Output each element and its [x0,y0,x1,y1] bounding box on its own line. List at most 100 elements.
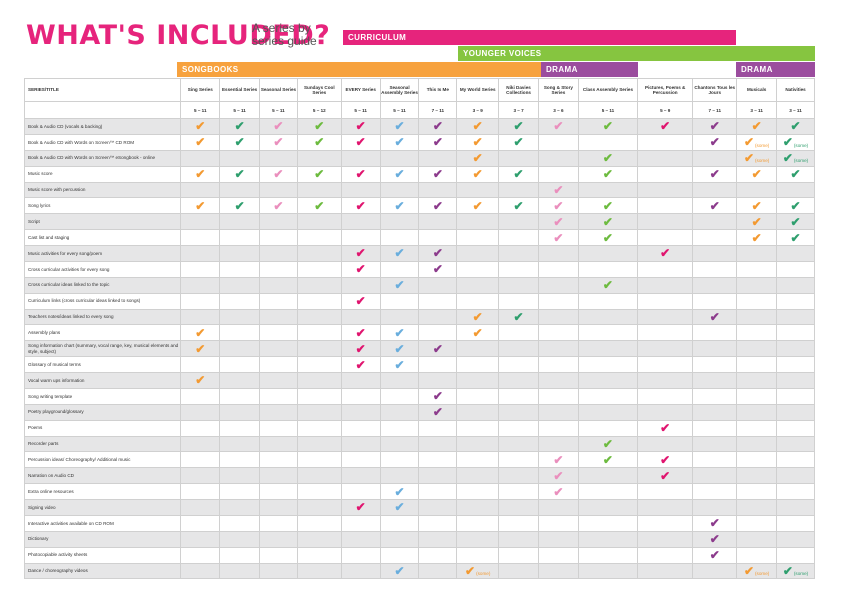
band-curriculum: CURRICULUM [343,30,736,45]
check-icon: ✔ [355,294,366,309]
cell [538,133,579,151]
cell: ✔ [692,118,738,135]
band-drama-1: DRAMA [541,62,638,77]
features-table: SERIES/TITLE Sing Series Essential Series… [23,78,815,580]
check-icon: ✔ [394,278,405,293]
cell [297,149,342,167]
cell [736,514,778,532]
cell: ✔ [736,118,778,135]
some-note: (some) [755,571,770,577]
cell [456,387,500,405]
cell: ✔ [380,197,420,214]
cell [180,260,221,278]
cell [219,356,261,373]
cell [418,514,458,532]
check-icon: ✔ [314,135,325,150]
age-row-label [23,101,182,119]
cell [259,356,298,373]
cell [637,356,694,373]
cell [418,292,458,309]
cell: ✔ [219,133,261,151]
cell [578,245,639,262]
table-row: Book & Audio CD with Words on Screen™ eS… [23,149,815,167]
cell [692,324,738,341]
cell [297,546,342,563]
cell [180,530,221,548]
cell: ✔ [498,308,539,325]
row-label: Book & Audio CD with Words on Screen™ eS… [23,149,182,167]
cell [180,292,221,309]
cell [637,308,694,325]
check-icon: ✔ [234,119,245,134]
cell [297,499,342,516]
cell [180,546,221,563]
cell [297,292,342,309]
check-icon: ✔ [432,198,443,213]
column-age-10: 5 – 11 [578,101,639,119]
cell [259,546,298,563]
check-icon: ✔ [602,230,613,245]
cell [736,499,778,516]
cell [259,451,298,468]
check-icon: ✔ [513,119,524,134]
cell: ✔ [259,165,298,182]
cell: ✔ [380,118,420,135]
cell [637,165,694,182]
cell [692,149,738,167]
check-icon: ✔ [602,119,613,134]
cell [380,229,420,246]
check-icon: ✔ [195,119,206,134]
cell: ✔ [180,340,221,357]
table-row: Dictionary ✔ [23,530,815,548]
cell [637,483,694,500]
cell [736,467,778,484]
check-icon: ✔ [709,532,720,547]
cell: ✔ [219,197,261,214]
cell: ✔ [341,133,381,151]
some-note: (some) [755,158,770,164]
cell [538,435,579,452]
check-icon: ✔ [513,309,524,324]
column-header-7: My World Series [456,78,500,102]
cell: ✔ [456,133,500,151]
check-icon: ✔ [790,230,801,245]
cell: ✔ [341,324,381,341]
cell [578,292,639,309]
check-icon: ✔ [709,167,720,182]
row-label: Music score [23,165,182,182]
cell [538,308,579,325]
cell: ✔ [456,197,500,214]
cell [219,213,261,230]
check-icon: ✔ [314,119,325,134]
cell [259,387,298,405]
check-icon: ✔ [790,198,801,213]
cell [259,229,298,246]
some-note: (some) [755,142,770,148]
cell [297,419,342,436]
cell: ✔ [498,165,539,182]
cell: ✔ [578,435,639,452]
cell: ✔ [538,197,579,214]
check-icon: ✔ [394,119,405,134]
table-row: Cross curricular ideas linked to the top… [23,276,815,294]
cell [736,451,778,468]
cell [380,308,420,325]
cell [538,149,579,167]
cell [297,229,342,246]
cell: ✔ [692,546,738,563]
cell [498,483,539,500]
table-row: Music activities for every song/poem ✔ ✔ ✔ ✔ [23,245,815,262]
column-header-3: Sundays Cool Series [297,78,342,102]
cell [380,372,420,389]
check-icon: ✔ [602,452,613,467]
band-drama-2: DRAMA [736,62,815,77]
cell [498,229,539,246]
cell [180,181,221,198]
column-age-13: 3 – 11 [736,101,778,119]
column-age-1: 5 – 11 [219,101,261,119]
cell [538,260,579,278]
check-icon: ✔ [355,167,366,182]
cell [692,181,738,198]
cell [736,276,778,294]
column-age-3: 5 – 12 [297,101,342,119]
